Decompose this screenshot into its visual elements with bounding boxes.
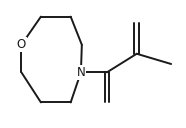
Text: O: O: [17, 38, 26, 51]
Text: N: N: [76, 66, 85, 79]
